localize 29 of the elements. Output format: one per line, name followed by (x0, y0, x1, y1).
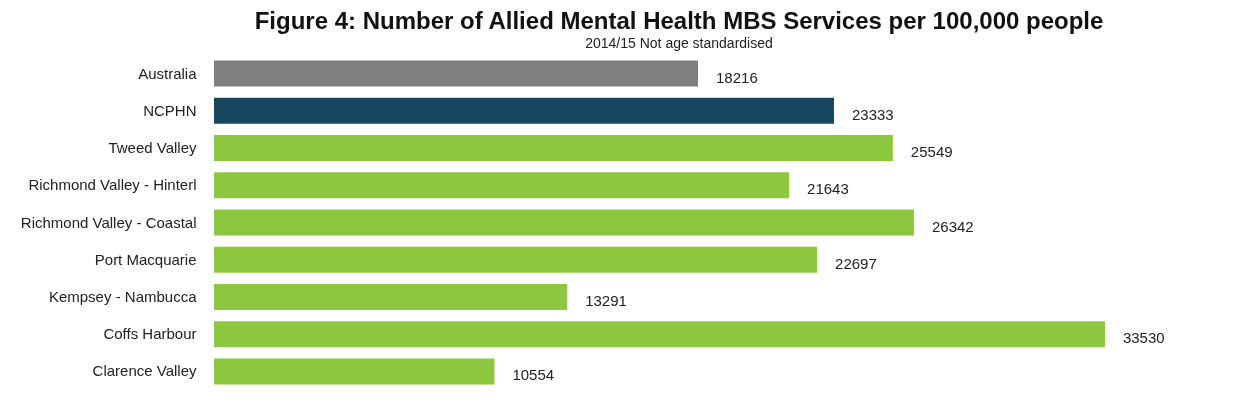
y-tick-label: Tweed Valley (108, 139, 197, 157)
data-label: 18216 (716, 68, 758, 86)
data-label: 25549 (910, 143, 953, 161)
bar (214, 358, 495, 385)
data-label: 10554 (512, 366, 555, 384)
chart-title: Figure 4: Number of Allied Mental Health MBS Services per 100,000 people (254, 7, 1104, 34)
y-tick-label: Australia (138, 64, 198, 82)
data-label: 23333 (851, 105, 894, 123)
bar (214, 172, 790, 199)
y-tick-label: Richmond Valley - Coastal (20, 213, 197, 231)
data-label: 26342 (931, 217, 974, 235)
data-label: 21643 (807, 180, 849, 198)
bar (214, 246, 818, 273)
bar (214, 321, 1105, 348)
data-label: 33530 (1122, 329, 1165, 347)
bar (214, 209, 914, 236)
y-tick-label: Coffs Harbour (103, 325, 197, 343)
y-tick-label: Kempsey - Nambucca (48, 287, 198, 305)
y-tick-label: Clarence Valley (92, 362, 197, 380)
y-tick-label: Port Macquarie (94, 250, 197, 268)
data-label: 13291 (585, 291, 627, 309)
bar (214, 97, 834, 124)
bar (214, 283, 568, 310)
bar (214, 135, 893, 162)
y-tick-label: Richmond Valley - Hinterl (28, 176, 197, 194)
data-label: 22697 (835, 254, 877, 272)
y-tick-label: NCPHN (143, 101, 197, 119)
chart-subtitle: 2014/15 Not age standardised (585, 35, 773, 51)
bar (214, 60, 699, 87)
